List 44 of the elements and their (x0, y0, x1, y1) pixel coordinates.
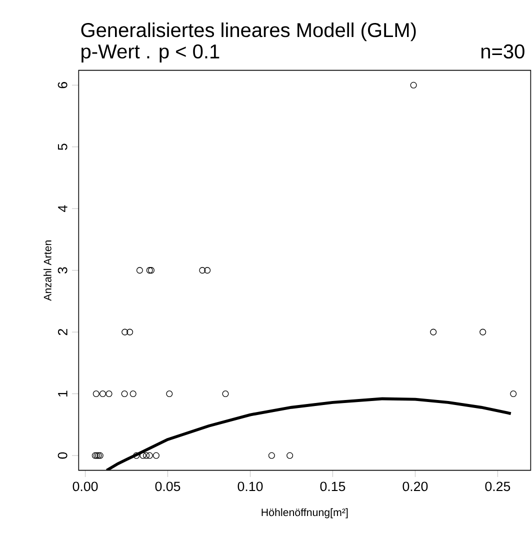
y-tick-label: 1 (58, 390, 68, 396)
y-axis-title: Anzahl Arten (44, 240, 52, 301)
point (130, 390, 136, 398)
x-tick-label: 0.15 (320, 482, 346, 492)
point (480, 328, 486, 336)
point (430, 328, 437, 336)
point (92, 452, 98, 459)
point (166, 390, 173, 398)
point (146, 267, 153, 274)
text: n=30 (481, 44, 524, 59)
y-tick-label: 2 (58, 329, 68, 336)
point (286, 452, 294, 459)
point (152, 452, 160, 459)
point (121, 390, 128, 398)
y-tick-label: 6 (58, 82, 68, 88)
x-axis-title: Höhlenöffnung[m²] (262, 508, 348, 518)
x-tick-label: 0.25 (485, 482, 510, 492)
point (99, 390, 106, 398)
chart-title: Generalisiertes lineares Modell (GLM) (81, 22, 416, 42)
point (148, 267, 155, 274)
y-tick-label: 3 (58, 267, 68, 274)
y-tick-label: 0 (58, 452, 68, 459)
chart-subtitle: p-Wert . p < 0.1 (82, 44, 220, 62)
point (133, 452, 140, 459)
point (143, 452, 150, 459)
y-tick-label: 4 (58, 205, 68, 212)
y-tick-label: 5 (58, 144, 68, 150)
point (268, 452, 275, 459)
point (510, 390, 517, 398)
point (204, 267, 211, 274)
x-tick-label: 0.05 (155, 482, 180, 492)
point (122, 328, 128, 336)
point (222, 390, 229, 398)
point (199, 267, 206, 274)
point (106, 390, 112, 398)
x-tick-label: 0.00 (72, 482, 98, 492)
point (146, 452, 153, 459)
point (126, 328, 134, 336)
x-tick-label: 0.20 (402, 482, 428, 492)
point (92, 390, 100, 398)
point (140, 452, 146, 459)
x-tick-label: 0.10 (238, 482, 263, 492)
point (136, 267, 143, 274)
point (410, 82, 417, 88)
